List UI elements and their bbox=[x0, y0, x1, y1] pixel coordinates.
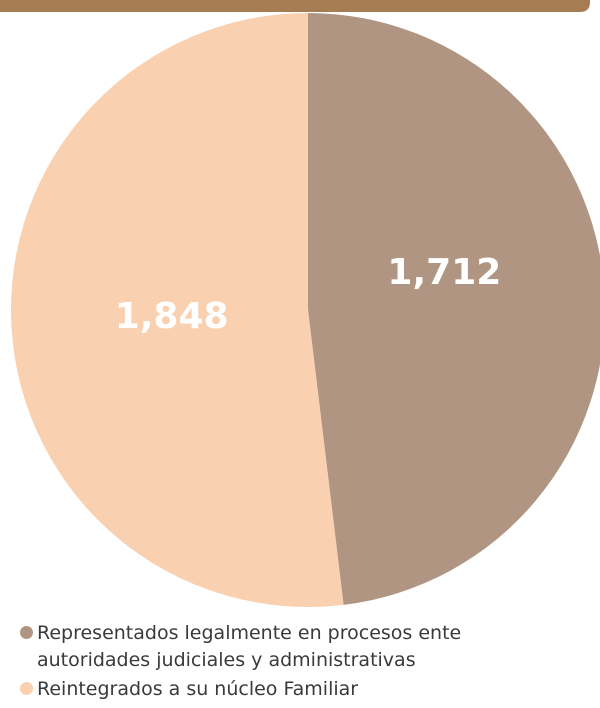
legend-marker bbox=[20, 626, 33, 639]
chart: 1,712 1,848 bbox=[0, 0, 600, 607]
legend-item: Representados legalmente en procesos ent… bbox=[20, 620, 517, 674]
legend-marker bbox=[20, 682, 33, 695]
legend-label: Reintegrados a su núcleo Familiar bbox=[37, 678, 359, 700]
legend-item: Reintegrados a su núcleo Familiar bbox=[20, 676, 517, 703]
legend-label: Representados legalmente en procesos ent… bbox=[37, 622, 462, 671]
pie-slice bbox=[10, 13, 344, 607]
data-label: 1,848 bbox=[115, 296, 229, 337]
pie-slice bbox=[308, 13, 600, 605]
data-label: 1,712 bbox=[387, 252, 501, 293]
header-strip bbox=[0, 0, 590, 12]
